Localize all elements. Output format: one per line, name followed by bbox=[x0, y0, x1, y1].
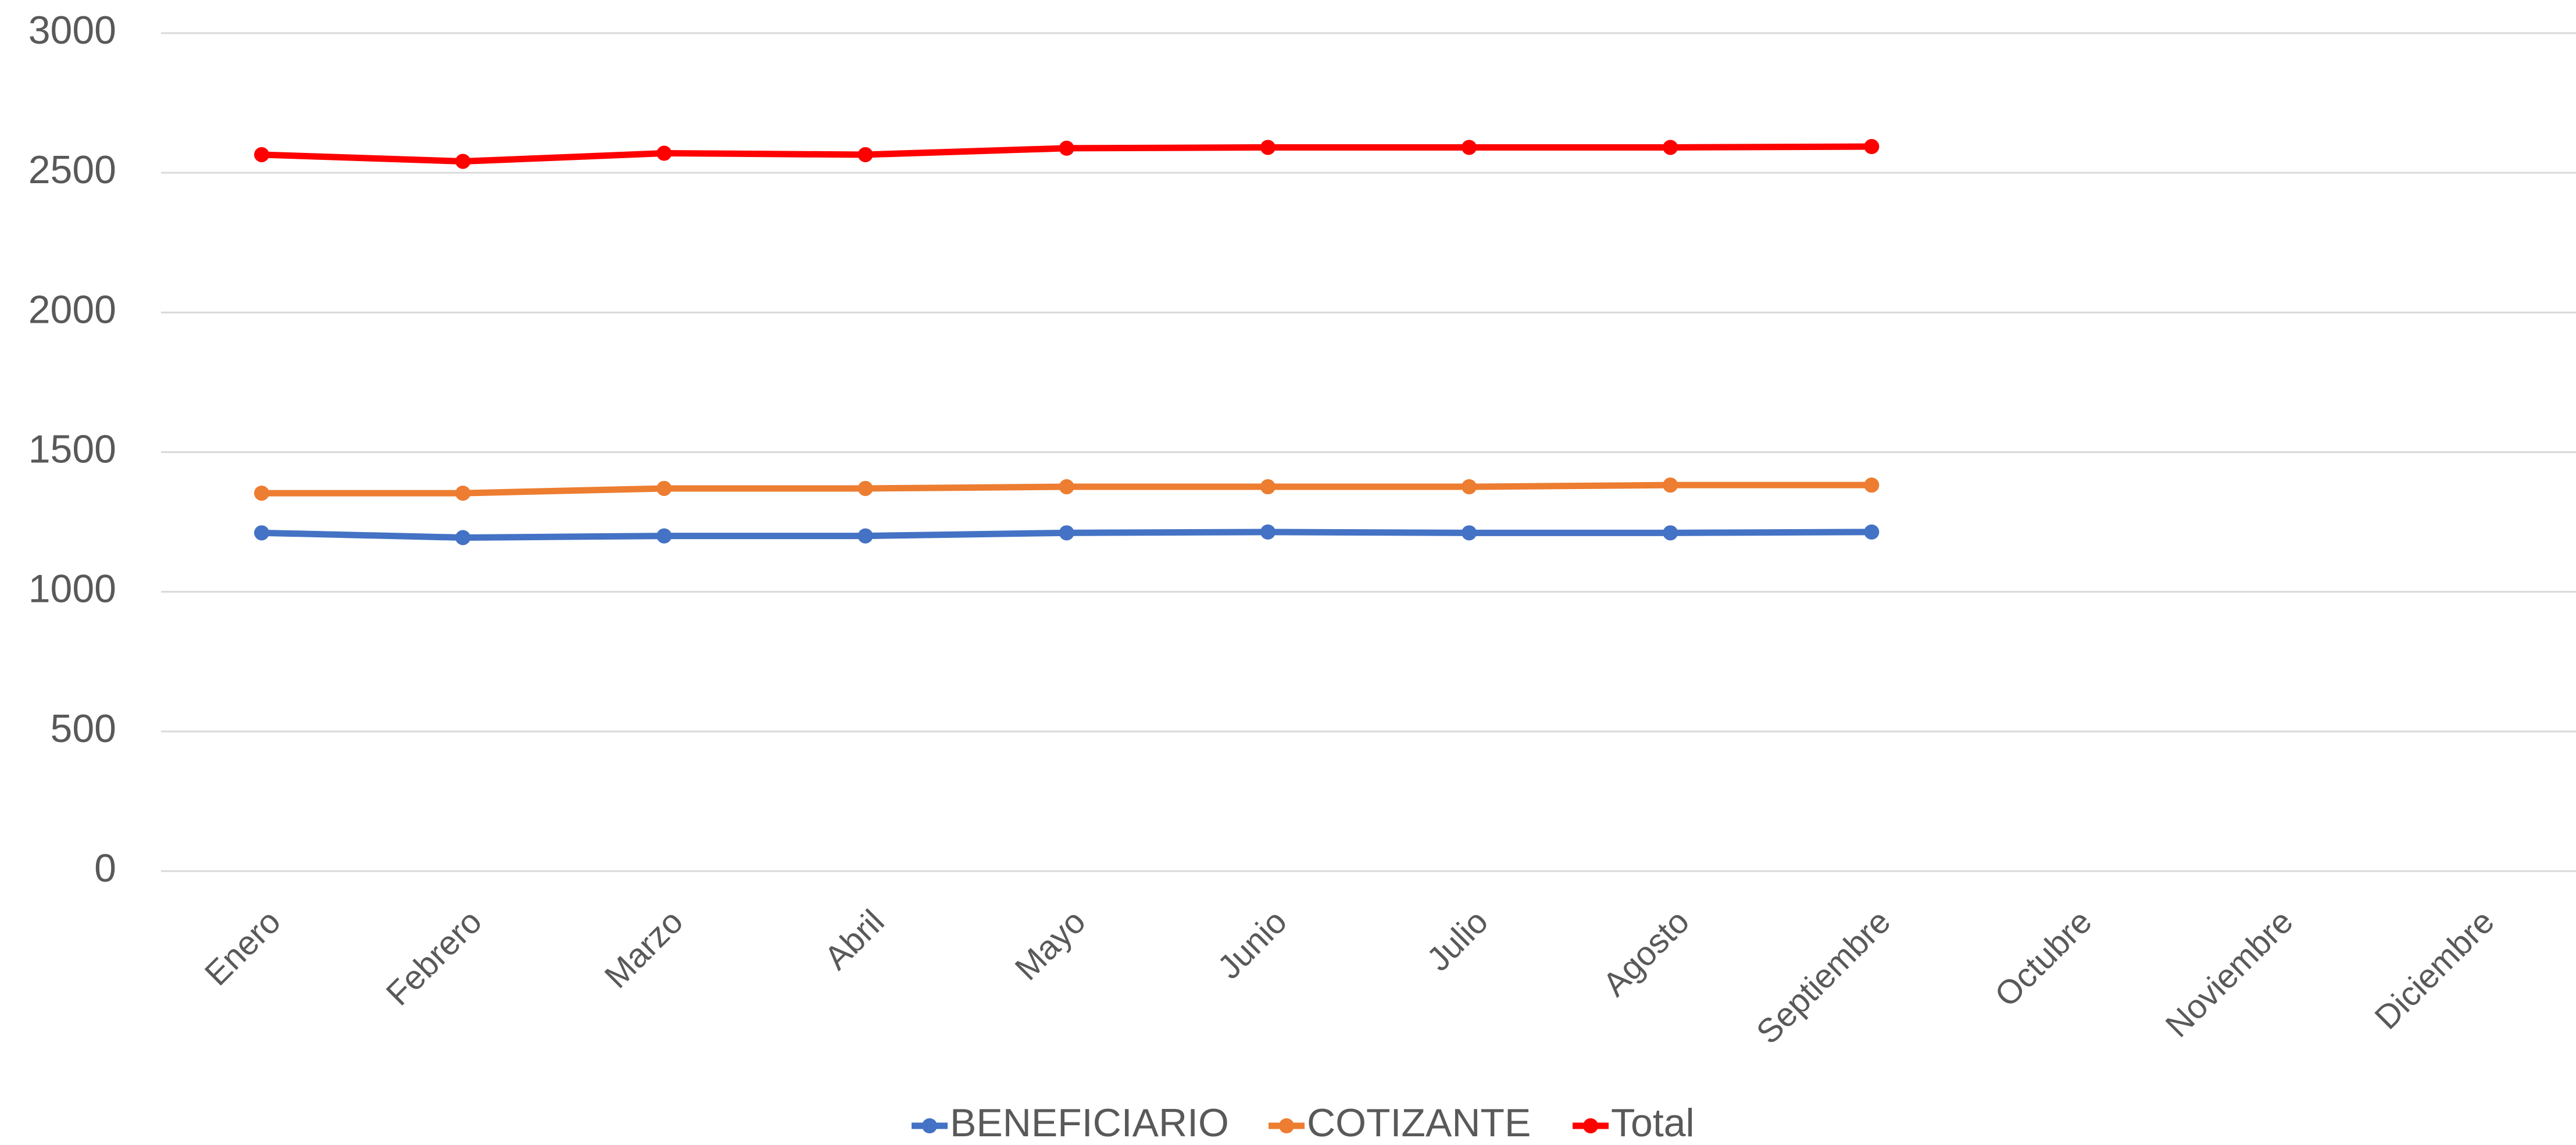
legend-marker bbox=[1583, 1118, 1598, 1133]
marker bbox=[656, 480, 672, 496]
marker bbox=[254, 486, 270, 501]
legend-marker bbox=[1279, 1118, 1294, 1133]
x-tick-label: Febrero bbox=[379, 903, 490, 1013]
marker bbox=[858, 480, 873, 496]
marker bbox=[254, 147, 270, 162]
y-tick-label: 500 bbox=[51, 707, 116, 751]
y-tick-label: 2500 bbox=[28, 148, 116, 192]
x-tick-label: Marzo bbox=[598, 903, 691, 996]
marker bbox=[1059, 525, 1074, 541]
marker bbox=[1864, 477, 1880, 493]
x-tick-label: Agosto bbox=[1596, 903, 1697, 1004]
marker bbox=[455, 530, 471, 545]
y-tick-label: 2000 bbox=[28, 287, 116, 331]
y-tick-label: 1000 bbox=[28, 567, 116, 611]
marker bbox=[254, 525, 270, 541]
marker bbox=[1663, 525, 1678, 541]
legend-marker bbox=[922, 1118, 937, 1133]
marker bbox=[1663, 477, 1678, 493]
marker bbox=[1260, 140, 1276, 155]
marker bbox=[1462, 525, 1477, 541]
x-tick-label: Mayo bbox=[1008, 903, 1093, 987]
marker bbox=[455, 486, 471, 501]
x-tick-label: Enero bbox=[198, 903, 288, 993]
marker bbox=[1462, 140, 1477, 155]
x-tick-label: Julio bbox=[1420, 903, 1495, 978]
x-tick-label: Abril bbox=[817, 903, 892, 977]
marker bbox=[455, 154, 471, 169]
marker bbox=[656, 145, 672, 161]
marker bbox=[1864, 139, 1880, 155]
y-tick-label: 0 bbox=[94, 846, 116, 890]
marker bbox=[1260, 479, 1276, 495]
marker bbox=[656, 528, 672, 544]
marker bbox=[1260, 524, 1276, 540]
legend-label: COTIZANTE bbox=[1307, 1101, 1531, 1145]
marker bbox=[1059, 140, 1074, 156]
marker bbox=[1864, 524, 1880, 540]
x-tick-label: Diciembre bbox=[2367, 903, 2502, 1037]
marker bbox=[858, 528, 873, 544]
marker bbox=[858, 147, 873, 162]
x-tick-label: Octubre bbox=[1988, 903, 2099, 1014]
legend-label: BENEFICIARIO bbox=[950, 1101, 1229, 1145]
y-tick-label: 3000 bbox=[28, 8, 116, 52]
marker bbox=[1462, 479, 1477, 495]
x-tick-label: Septiembre bbox=[1749, 903, 1898, 1051]
x-tick-label: Junio bbox=[1210, 903, 1294, 986]
legend-label: Total bbox=[1611, 1101, 1695, 1145]
y-tick-label: 1500 bbox=[28, 427, 116, 471]
x-tick-label: Noviembre bbox=[2159, 903, 2300, 1044]
marker bbox=[1059, 479, 1074, 495]
marker bbox=[1663, 140, 1678, 155]
